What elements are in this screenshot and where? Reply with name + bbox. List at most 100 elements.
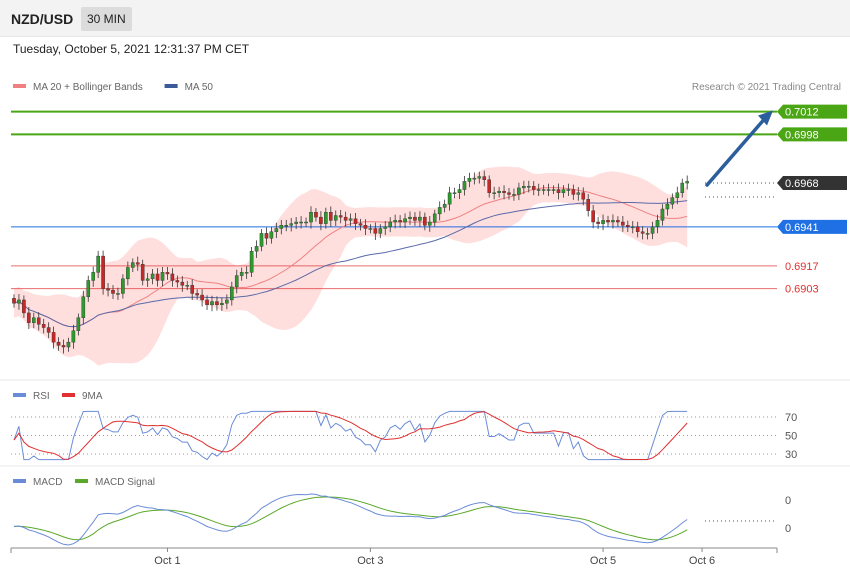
candle-body (155, 273, 160, 281)
candle-body (200, 294, 204, 301)
candle-body (101, 255, 105, 289)
candles (12, 170, 689, 354)
candle-body (626, 225, 630, 228)
candle (675, 186, 680, 205)
candle-body (437, 207, 442, 215)
rsi-tick-label: 50 (785, 431, 797, 443)
candle-body (111, 289, 115, 294)
candle-body (635, 226, 640, 232)
candle (591, 204, 595, 229)
candle (626, 220, 630, 233)
level-tag-box (777, 127, 847, 142)
candle-body (165, 272, 170, 275)
candle (274, 222, 279, 239)
candle-body (343, 216, 348, 221)
macd-line (13, 493, 688, 546)
candle (56, 337, 61, 351)
legend-swatch (75, 479, 88, 483)
candle-body (353, 218, 358, 224)
candle-body (319, 216, 323, 224)
candle (46, 322, 51, 339)
candle-body (447, 192, 452, 205)
candle-body (423, 216, 427, 226)
candle-body (630, 226, 635, 229)
candle-body (71, 330, 76, 343)
candle-body (457, 189, 462, 193)
candle (541, 184, 546, 195)
candle (135, 256, 140, 271)
candle (571, 184, 576, 200)
candle-body (304, 221, 308, 224)
candle (507, 188, 511, 200)
candle-body (309, 212, 313, 223)
candle (101, 250, 105, 295)
candle-body (566, 189, 571, 191)
candle (220, 297, 224, 311)
level-tag-box (777, 219, 847, 234)
candle (502, 185, 506, 200)
candle-body (329, 212, 333, 221)
candle-body (541, 189, 546, 191)
candle (309, 206, 313, 229)
candle (32, 312, 36, 329)
candle-body (358, 223, 363, 226)
candle (86, 275, 91, 302)
candle-body (294, 221, 298, 224)
candle (596, 217, 600, 230)
bollinger-band-area (14, 166, 688, 366)
candle (665, 198, 670, 216)
candle (96, 250, 100, 279)
candle (170, 268, 175, 287)
candle-body (675, 192, 680, 198)
candle-body (517, 187, 521, 195)
candle (586, 193, 590, 217)
candle (210, 295, 214, 312)
candle (611, 214, 615, 229)
candle (249, 247, 254, 277)
candle (190, 279, 195, 301)
candle-body (645, 233, 650, 235)
candle-body (640, 231, 645, 234)
candle (66, 337, 71, 352)
candle-body (531, 186, 536, 190)
candle-body (140, 264, 145, 281)
candle-body (472, 177, 477, 180)
rsi-ma-line (13, 410, 688, 460)
candle (442, 199, 447, 213)
candle-body (46, 327, 51, 333)
legend-label: MACD (33, 477, 62, 488)
candle (437, 201, 442, 221)
candle (343, 211, 348, 227)
candle-body (279, 225, 284, 229)
candle (61, 339, 66, 354)
candle (685, 175, 689, 190)
candle (383, 220, 388, 236)
candle (546, 183, 551, 197)
candle-body (234, 275, 239, 288)
candle (423, 212, 427, 231)
candle-body (96, 255, 100, 273)
candle-body (507, 192, 511, 195)
candle-body (680, 182, 685, 193)
candle-body (229, 286, 234, 301)
timestamp: Tuesday, October 5, 2021 12:31:37 PM CET (13, 42, 250, 56)
candle (373, 222, 378, 240)
candle-body (126, 267, 130, 280)
timeframe-button[interactable]: 30 MIN (81, 7, 132, 31)
candle (645, 227, 650, 240)
candle-body (86, 280, 91, 297)
candle-body (239, 272, 244, 276)
macd-panel: 00 (13, 493, 791, 546)
candle-body (442, 203, 447, 208)
candle (467, 172, 472, 188)
candle-body (274, 228, 279, 232)
candle (254, 240, 259, 258)
candle (606, 215, 610, 227)
candle (670, 193, 675, 209)
legend-swatch (13, 84, 26, 88)
level-tag-box (777, 104, 847, 119)
candle-body (205, 299, 209, 306)
candle (284, 219, 289, 232)
candle (388, 217, 393, 233)
